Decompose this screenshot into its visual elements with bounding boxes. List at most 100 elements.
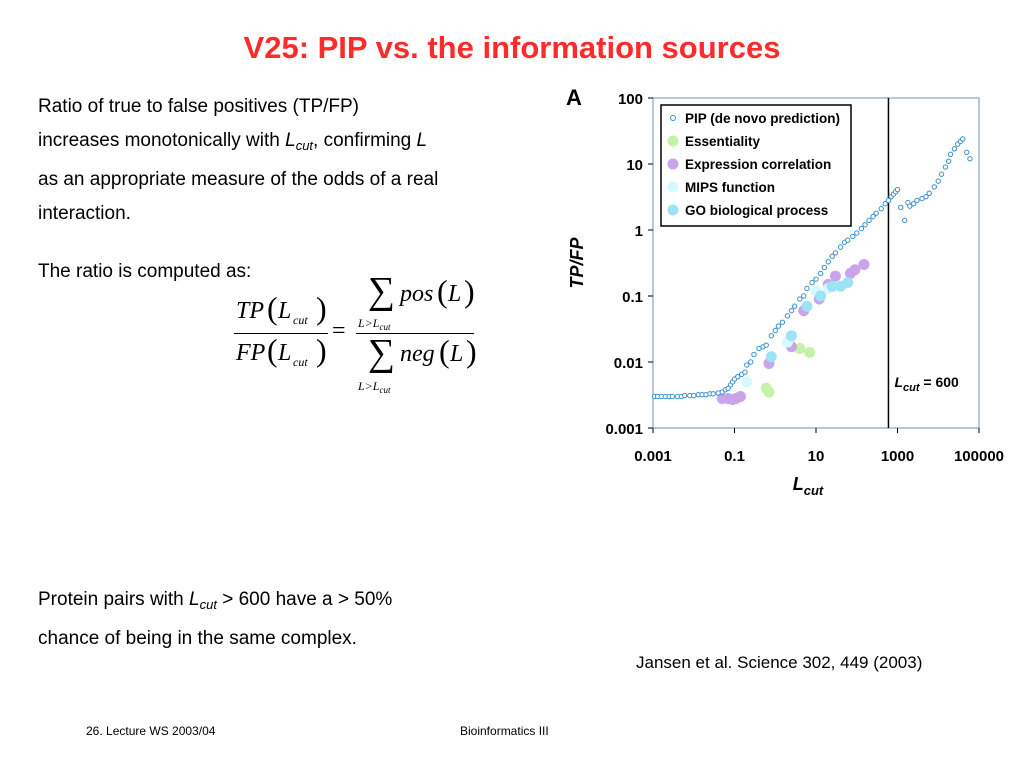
para-text: Protein pairs with <box>38 589 190 610</box>
data-point-pip <box>817 270 824 277</box>
legend-marker <box>667 181 679 193</box>
data-point-pip <box>710 391 716 397</box>
data-point <box>815 290 827 302</box>
data-point-pip <box>960 136 966 142</box>
formula-paren: ) <box>316 332 327 368</box>
x-tick-label: 100000 <box>954 448 1004 465</box>
symbol-L: L <box>416 130 428 151</box>
data-point <box>794 343 806 355</box>
data-point-pip <box>854 230 860 236</box>
data-point-pip <box>907 203 913 209</box>
data-point-pip <box>801 293 807 299</box>
footer-course: Bioinformatics III <box>460 724 549 738</box>
x-tick-label: 0.1 <box>724 448 745 465</box>
formula-cut: cut <box>293 313 308 327</box>
cutoff-label-value: = 600 <box>920 374 960 390</box>
y-tick-label: 10 <box>626 157 643 174</box>
data-point-pip <box>873 210 879 216</box>
data-point <box>829 270 841 282</box>
panel-label: A <box>566 85 582 110</box>
data-point-pip <box>775 323 782 329</box>
formula-condition-l: L>L <box>358 316 380 330</box>
tpfp-scatter-chart: A 0.001 0.01 0.1 1 10 100 0.001 0.1 10 1000 100000 T… <box>566 85 1004 498</box>
data-point-pip <box>923 193 929 200</box>
conclusion-paragraph: Protein pairs with Lcut > 600 have a > 5… <box>38 583 498 656</box>
ratio-intro: The ratio is computed as: <box>38 261 252 282</box>
legend-label: GO biological process <box>685 203 828 218</box>
formula-l: L <box>448 281 462 307</box>
data-point-pip <box>825 259 831 265</box>
data-point-pip <box>772 327 778 334</box>
data-point <box>826 280 838 292</box>
data-point <box>858 259 870 271</box>
data-point-pip <box>797 296 803 302</box>
formula-l: L <box>450 341 464 367</box>
data-point <box>804 346 816 358</box>
data-point-pip <box>809 279 815 286</box>
para-line: increases monotonically with Lcut, confi… <box>38 124 538 163</box>
formula-tp: TP <box>236 298 265 324</box>
cutoff-label-cut: cut <box>903 382 921 394</box>
symbol-L: L <box>285 130 296 151</box>
x-axis-label-cut: cut <box>804 483 824 498</box>
y-tick-label: 100 <box>618 91 643 108</box>
data-point-pip <box>744 362 750 368</box>
para-line: Protein pairs with Lcut > 600 have a > 5… <box>38 583 498 622</box>
data-point-pip <box>742 369 748 375</box>
data-point-pip <box>967 156 973 162</box>
y-axis-label: TP/FP <box>567 237 587 289</box>
y-tick-label: 1 <box>635 223 643 240</box>
formula-neg: neg <box>400 341 435 367</box>
para-line: Ratio of true to false positives (TP/FP) <box>38 96 360 117</box>
data-point-pip <box>882 201 888 207</box>
data-point <box>741 376 753 388</box>
data-point <box>801 300 813 312</box>
formula-pos: pos <box>400 281 434 307</box>
formula-paren: ( <box>437 273 448 309</box>
data-point-pip <box>837 244 844 250</box>
formula-l: L <box>278 298 292 324</box>
data-point-pip <box>964 149 970 156</box>
formula-paren: ) <box>464 273 475 309</box>
data-point <box>763 386 775 398</box>
data-point-pip <box>804 285 810 292</box>
para-line: chance of being in the same complex. <box>38 628 357 649</box>
legend-label: PIP (de novo prediction) <box>685 111 840 126</box>
data-point-pip <box>763 342 769 348</box>
legend-label: Essentiality <box>685 134 761 149</box>
data-point-pip <box>779 319 786 325</box>
data-point-pip <box>669 393 676 400</box>
data-point-pip <box>788 307 795 314</box>
slide-title: V25: PIP vs. the information sources <box>243 30 781 65</box>
formula-fraction-bar-left <box>234 333 328 334</box>
footer-lecture: 26. Lecture WS 2003/04 <box>86 724 216 738</box>
x-tick-label: 10 <box>808 448 825 465</box>
formula-paren: ) <box>316 290 327 326</box>
data-point-pip <box>914 197 920 204</box>
data-point <box>849 264 861 276</box>
data-point-pip <box>866 217 872 224</box>
symbol-L: L <box>189 589 200 610</box>
data-point-pip <box>862 222 868 228</box>
data-point-pip <box>898 204 904 211</box>
data-point <box>785 330 797 342</box>
y-tick-label: 0.001 <box>605 421 643 438</box>
legend-label: Expression correlation <box>685 157 831 172</box>
data-point-pip <box>768 333 775 339</box>
data-point <box>842 277 854 289</box>
para-line: as an appropriate measure of the odds of… <box>38 169 439 190</box>
data-point-pip <box>885 197 892 204</box>
data-point-pip <box>938 171 945 177</box>
para-line: interaction. <box>38 203 131 224</box>
legend-marker <box>670 115 676 121</box>
y-tick-label: 0.01 <box>614 355 643 372</box>
x-tick-label: 1000 <box>881 448 914 465</box>
legend-marker <box>667 204 679 216</box>
data-point-pip <box>947 151 954 158</box>
formula-sum: ∑ <box>368 270 396 312</box>
formula-cut: cut <box>293 355 308 369</box>
formula-paren: ( <box>267 332 278 368</box>
data-point-pip <box>832 250 839 256</box>
formula-condition-cut: cut <box>379 385 391 395</box>
formula-fraction-bar-right <box>356 333 474 334</box>
